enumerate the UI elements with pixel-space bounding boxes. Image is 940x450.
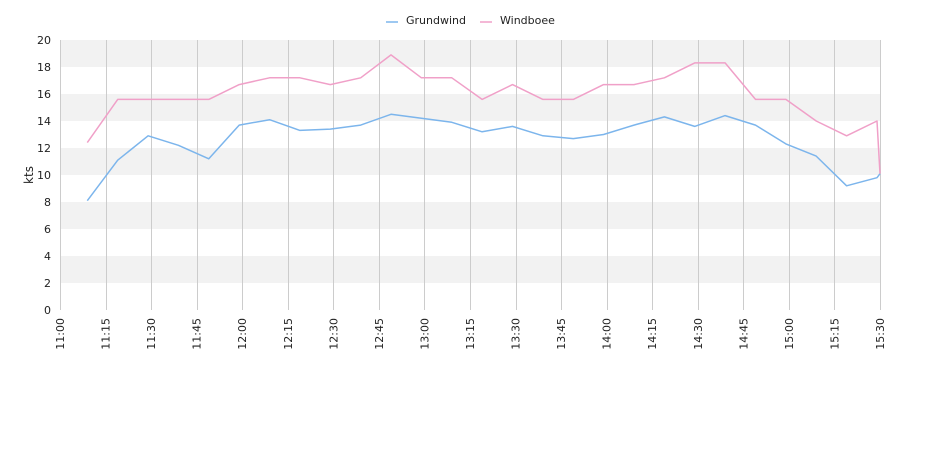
x-tick-label: 11:45 — [191, 318, 204, 350]
x-tick-label: 12:30 — [327, 318, 340, 350]
legend: Grundwind Windboee — [386, 14, 555, 27]
x-tick-label: 12:00 — [236, 318, 249, 350]
x-tick-label: 11:15 — [100, 318, 113, 350]
x-tick-label: 14:45 — [737, 318, 750, 350]
y-tick-label: 4 — [44, 250, 51, 263]
x-tick-label: 14:00 — [601, 318, 614, 350]
x-tick-label: 15:30 — [874, 318, 887, 350]
y-tick-label: 14 — [37, 115, 51, 128]
y-axis-label: kts — [22, 166, 36, 184]
y-tick-label: 10 — [37, 169, 51, 182]
x-tick-label: 14:30 — [692, 318, 705, 350]
y-tick-label: 20 — [37, 34, 51, 47]
x-tick-label: 11:00 — [54, 318, 67, 350]
y-axis-ticks: 0 2 4 6 8 10 12 14 16 18 20 — [37, 34, 51, 317]
x-tick-label: 12:45 — [373, 318, 386, 350]
vertical-gridlines — [60, 40, 881, 310]
y-tick-label: 6 — [44, 223, 51, 236]
legend-item-grundwind[interactable]: Grundwind — [386, 14, 466, 27]
y-tick-label: 18 — [37, 61, 51, 74]
x-tick-label: 12:15 — [282, 318, 295, 350]
y-tick-label: 0 — [44, 304, 51, 317]
x-tick-label: 11:30 — [145, 318, 158, 350]
legend-label: Grundwind — [406, 14, 466, 27]
x-tick-label: 14:15 — [646, 318, 659, 350]
series-line-windboee — [86, 54, 881, 174]
y-tick-label: 2 — [44, 277, 51, 290]
y-tick-label: 16 — [37, 88, 51, 101]
series-lines — [86, 54, 881, 202]
x-tick-label: 13:00 — [418, 318, 431, 350]
x-tick-label: 15:15 — [828, 318, 841, 350]
y-tick-label: 12 — [37, 142, 51, 155]
legend-item-windboee[interactable]: Windboee — [480, 14, 555, 27]
x-tick-label: 15:00 — [783, 318, 796, 350]
x-tick-label: 13:15 — [464, 318, 477, 350]
y-tick-label: 8 — [44, 196, 51, 209]
x-tick-label: 13:45 — [555, 318, 568, 350]
x-tick-label: 13:30 — [510, 318, 523, 350]
series-line-grundwind — [86, 113, 881, 202]
x-axis-ticks: 11:00 11:15 11:30 11:45 12:00 12:15 12:30 12:45… — [54, 318, 887, 350]
legend-label: Windboee — [500, 14, 555, 27]
